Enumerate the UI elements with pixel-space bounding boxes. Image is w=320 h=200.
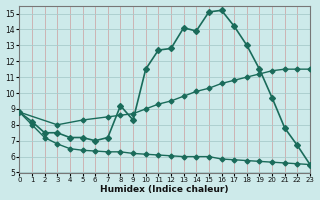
X-axis label: Humidex (Indice chaleur): Humidex (Indice chaleur) — [100, 185, 229, 194]
